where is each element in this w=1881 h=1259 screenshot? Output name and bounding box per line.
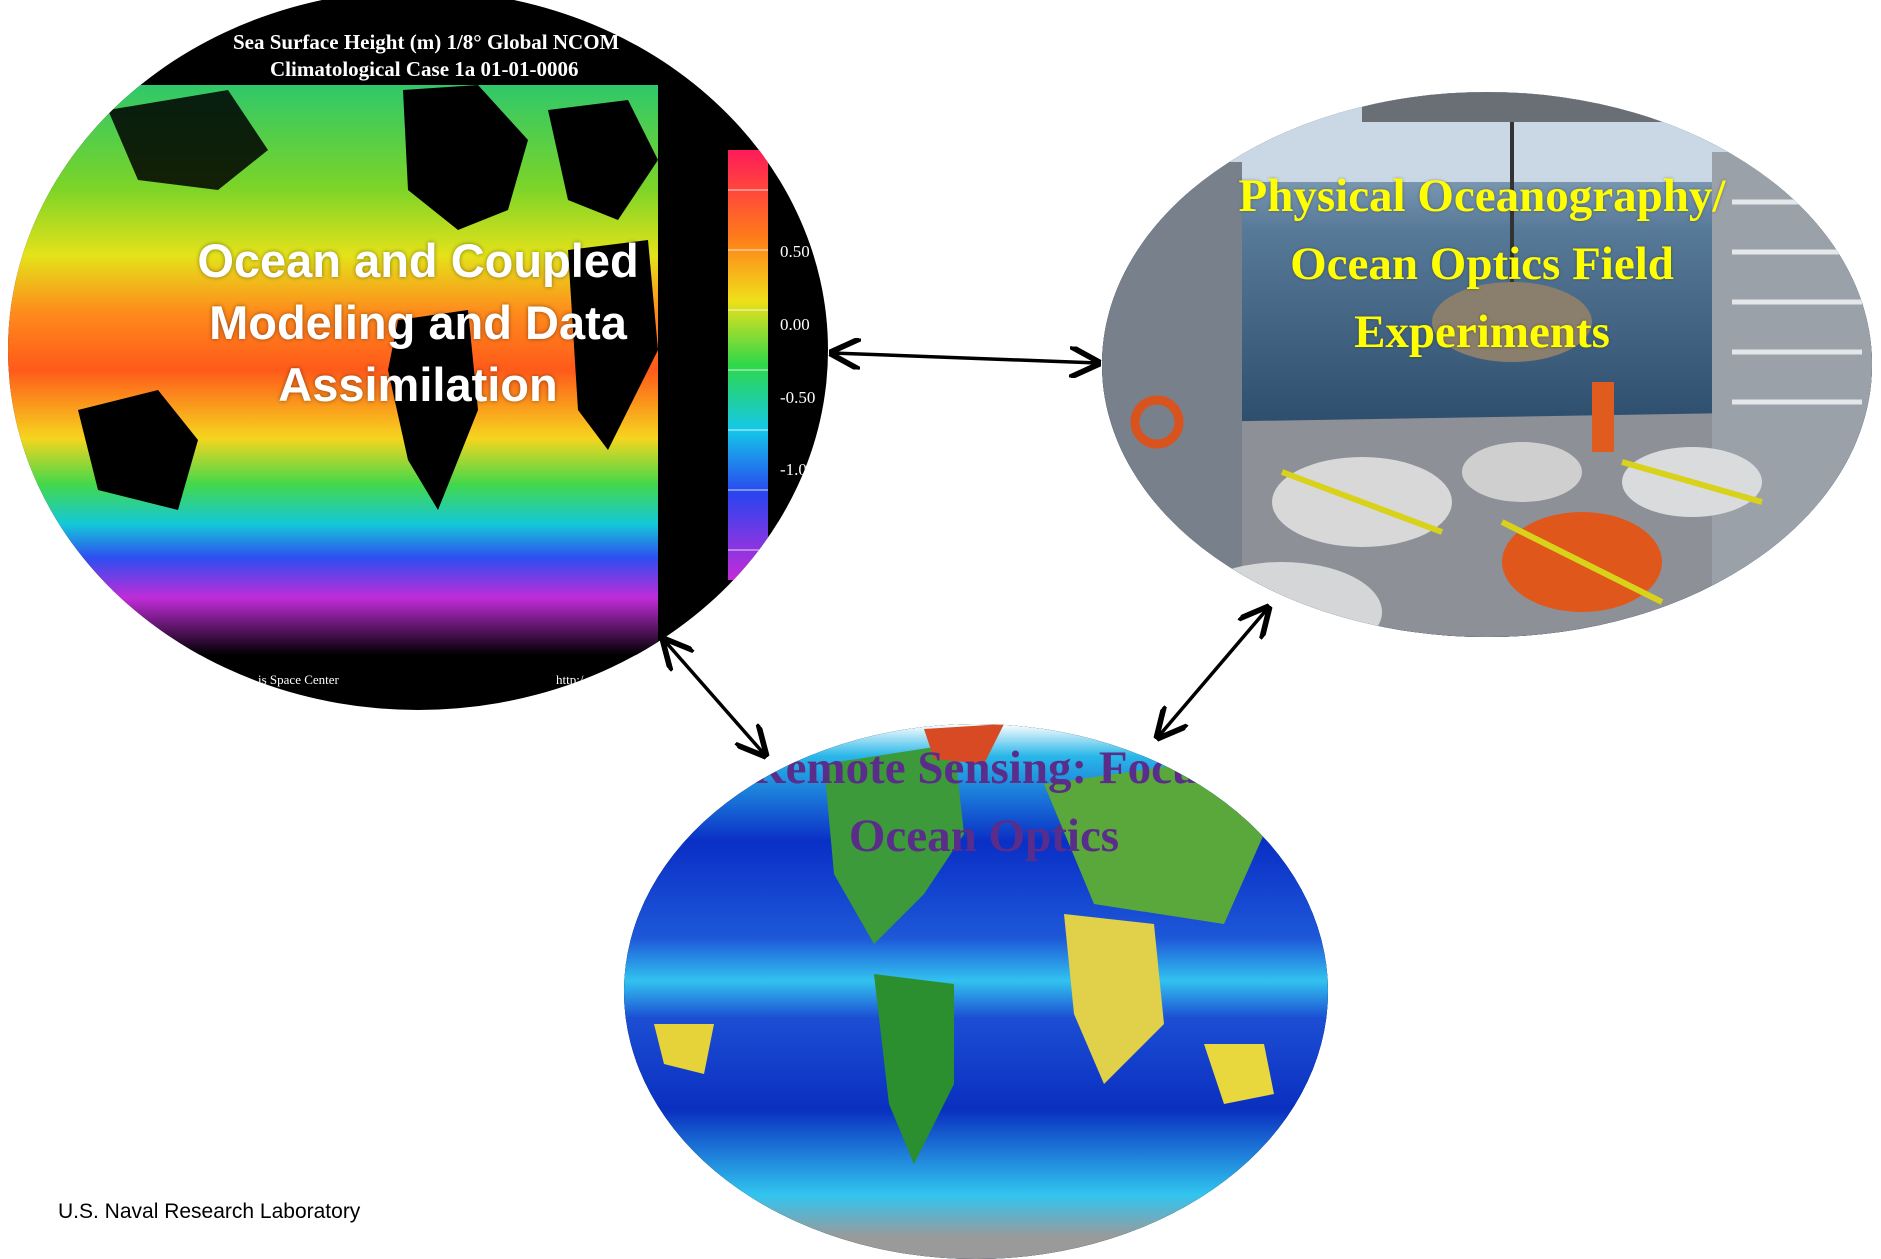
colorbar-label: 0.00 — [780, 315, 810, 334]
colorbar-label: -0.50 — [780, 388, 816, 407]
ship-deck-photo — [1102, 92, 1872, 637]
sea-surface-height-map — [8, 85, 768, 655]
field-experiments-title: Physical Oceanography/ Ocean Optics Fiel… — [1238, 170, 1726, 358]
map-credit-left: is Space Center — [258, 672, 339, 687]
ocean-modeling-title: Ocean and Coupled Modeling and Data Assi… — [197, 234, 639, 411]
remote-sensing-node: Remote Sensing: Focus Ocean Optics — [624, 724, 1328, 1259]
colorbar-label: 0.50 — [780, 242, 810, 261]
colorbar-label: -1.00 — [780, 460, 816, 479]
footer-credit: U.S. Naval Research Laboratory — [58, 1200, 361, 1223]
field-experiments-node: Physical Oceanography/ Ocean Optics Fiel… — [1102, 92, 1872, 637]
map-header-line-1: Sea Surface Height (m) 1/8° Global NCOM — [233, 30, 620, 54]
chlorophyll-globe — [624, 724, 1328, 1259]
remote-sensing-title: Remote Sensing: Focus Ocean Optics — [751, 742, 1217, 862]
map-credit-right: http:/ — [556, 672, 584, 687]
arrow-model-field — [832, 353, 1098, 363]
ocean-modeling-node: Sea Surface Height (m) 1/8° Global NCOM … — [8, 0, 828, 710]
map-header-line-2: Climatological Case 1a 01-01-0006 — [270, 57, 579, 81]
